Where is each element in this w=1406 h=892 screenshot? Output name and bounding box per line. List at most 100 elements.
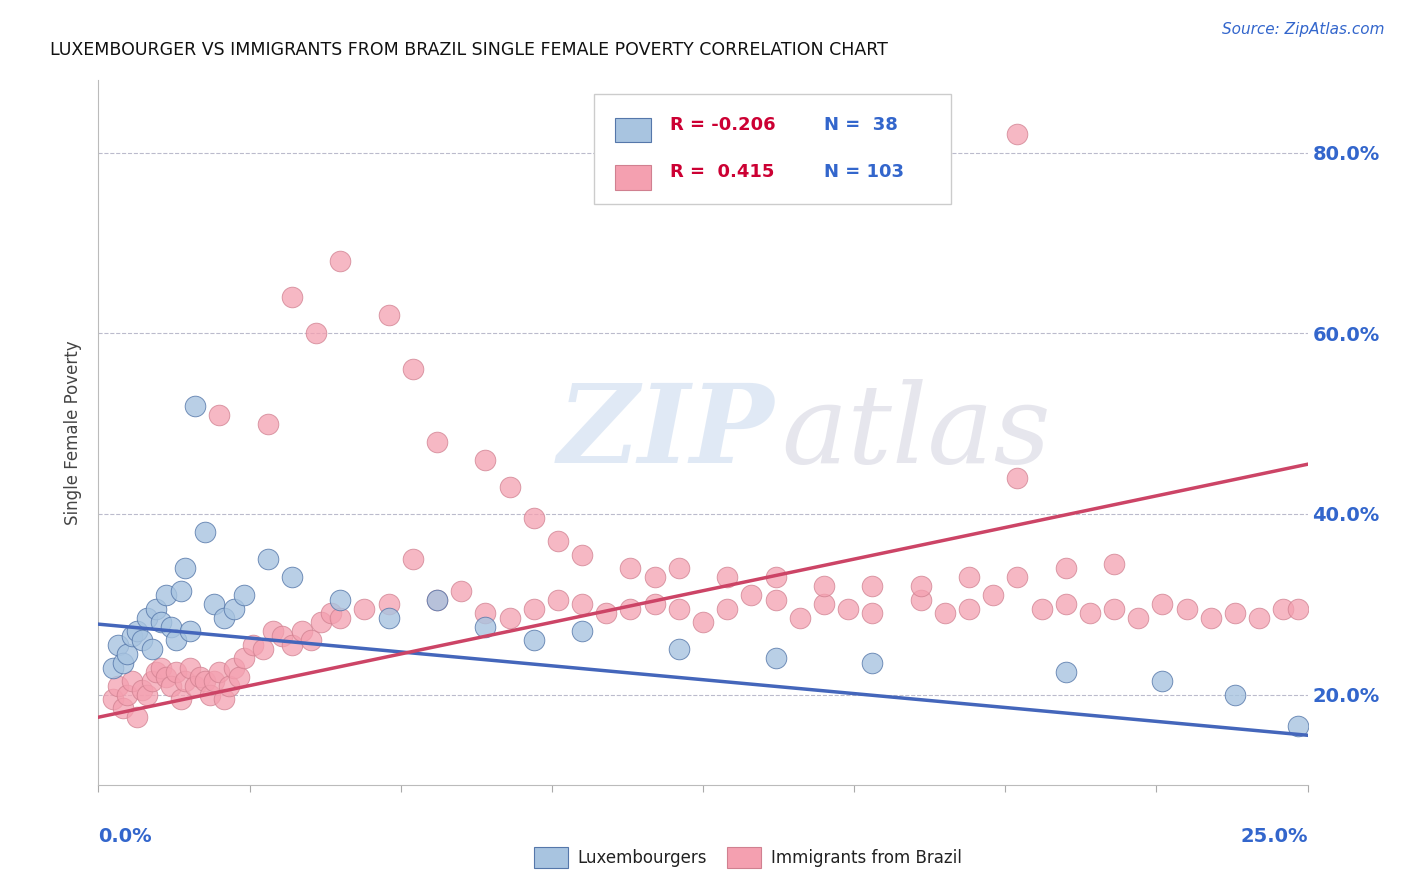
- Point: [121, 629, 143, 643]
- Point: [1199, 611, 1222, 625]
- Point: [619, 561, 641, 575]
- FancyBboxPatch shape: [614, 118, 651, 143]
- Text: Source: ZipAtlas.com: Source: ZipAtlas.com: [1222, 22, 1385, 37]
- Point: [474, 607, 496, 621]
- Point: [290, 624, 312, 639]
- Point: [174, 561, 197, 575]
- Point: [169, 583, 191, 598]
- Text: ZIP: ZIP: [558, 379, 775, 486]
- FancyBboxPatch shape: [534, 847, 568, 868]
- Point: [141, 642, 163, 657]
- Point: [232, 588, 254, 602]
- Point: [402, 552, 425, 566]
- Point: [765, 592, 787, 607]
- Text: N =  38: N = 38: [824, 116, 898, 134]
- Point: [160, 679, 183, 693]
- Point: [1286, 719, 1309, 733]
- Point: [619, 601, 641, 615]
- Point: [271, 629, 294, 643]
- Point: [184, 399, 207, 413]
- Point: [165, 633, 187, 648]
- Point: [668, 642, 690, 657]
- Point: [668, 561, 690, 575]
- Text: Luxembourgers: Luxembourgers: [578, 848, 707, 866]
- Point: [668, 601, 690, 615]
- Text: R =  0.415: R = 0.415: [671, 163, 775, 181]
- Point: [1223, 688, 1246, 702]
- FancyBboxPatch shape: [614, 165, 651, 189]
- Point: [571, 624, 593, 639]
- Point: [262, 624, 284, 639]
- Point: [107, 679, 129, 693]
- FancyBboxPatch shape: [727, 847, 761, 868]
- Point: [150, 660, 173, 674]
- Text: LUXEMBOURGER VS IMMIGRANTS FROM BRAZIL SINGLE FEMALE POVERTY CORRELATION CHART: LUXEMBOURGER VS IMMIGRANTS FROM BRAZIL S…: [51, 41, 889, 59]
- Point: [204, 597, 226, 611]
- Point: [319, 607, 342, 621]
- Point: [145, 601, 167, 615]
- Point: [160, 620, 183, 634]
- Point: [547, 534, 569, 549]
- Point: [117, 647, 139, 661]
- Text: Immigrants from Brazil: Immigrants from Brazil: [770, 848, 962, 866]
- Point: [740, 588, 762, 602]
- Point: [595, 607, 617, 621]
- Point: [644, 570, 666, 584]
- Point: [135, 611, 157, 625]
- Point: [101, 692, 124, 706]
- Point: [910, 592, 932, 607]
- Point: [281, 570, 304, 584]
- Point: [121, 674, 143, 689]
- Point: [981, 588, 1004, 602]
- Point: [813, 597, 835, 611]
- Point: [1007, 128, 1029, 142]
- Point: [377, 308, 399, 322]
- Point: [281, 290, 304, 304]
- Point: [571, 597, 593, 611]
- Point: [1286, 601, 1309, 615]
- Point: [127, 710, 149, 724]
- Point: [188, 669, 211, 683]
- Point: [117, 688, 139, 702]
- Point: [957, 570, 980, 584]
- Point: [523, 511, 546, 525]
- Point: [1007, 570, 1029, 584]
- Point: [232, 651, 254, 665]
- Point: [218, 679, 240, 693]
- Point: [1054, 597, 1077, 611]
- Point: [1007, 471, 1029, 485]
- Point: [1249, 611, 1271, 625]
- Text: N = 103: N = 103: [824, 163, 904, 181]
- Point: [155, 588, 177, 602]
- Point: [474, 620, 496, 634]
- Point: [329, 254, 352, 268]
- Point: [194, 674, 217, 689]
- Point: [1031, 601, 1053, 615]
- Point: [242, 638, 264, 652]
- Point: [1152, 674, 1174, 689]
- Point: [813, 579, 835, 593]
- Point: [252, 642, 274, 657]
- Point: [498, 480, 520, 494]
- Point: [1102, 601, 1125, 615]
- Point: [329, 592, 352, 607]
- Point: [179, 660, 201, 674]
- Point: [957, 601, 980, 615]
- Point: [934, 607, 956, 621]
- Point: [145, 665, 167, 679]
- Point: [198, 688, 221, 702]
- Point: [860, 656, 883, 670]
- Point: [837, 601, 859, 615]
- Point: [111, 701, 134, 715]
- Point: [523, 601, 546, 615]
- Point: [169, 692, 191, 706]
- Point: [860, 579, 883, 593]
- Point: [716, 601, 738, 615]
- Point: [204, 674, 226, 689]
- Point: [281, 638, 304, 652]
- Point: [107, 638, 129, 652]
- Point: [222, 601, 245, 615]
- Point: [141, 674, 163, 689]
- Point: [377, 611, 399, 625]
- Point: [165, 665, 187, 679]
